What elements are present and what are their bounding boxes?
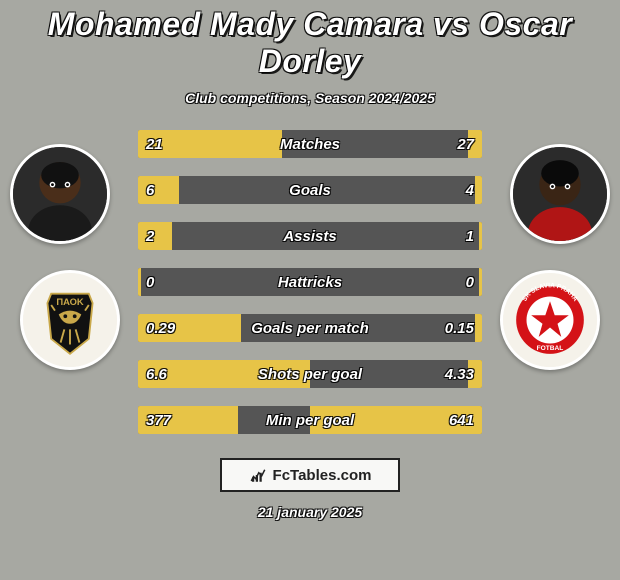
stat-left-value: 6: [146, 182, 154, 199]
right-player-avatar: [510, 144, 610, 244]
svg-text:ΠΑΟΚ: ΠΑΟΚ: [56, 296, 84, 307]
stat-left-value: 0: [146, 274, 154, 291]
bar-right-fill: [479, 222, 482, 250]
person-icon: [13, 147, 107, 241]
stat-row: 64Goals: [138, 176, 482, 204]
bar-track: [138, 222, 482, 250]
stat-row: 21Assists: [138, 222, 482, 250]
stat-left-value: 377: [146, 412, 171, 429]
bar-left-fill: [138, 222, 172, 250]
left-player-avatar: [10, 144, 110, 244]
comparison-infographic: Mohamed Mady Camara vs Oscar Dorley Club…: [0, 0, 620, 580]
subtitle: Club competitions, Season 2024/2025: [0, 90, 620, 106]
footer-site-text: FcTables.com: [273, 467, 372, 484]
bar-right-fill: [475, 176, 482, 204]
right-club-badge: SK SLAVIA PRAHA FOTBAL: [500, 270, 600, 370]
bar-track: [138, 130, 482, 158]
stat-row: 6.64.33Shots per goal: [138, 360, 482, 388]
stat-right-value: 4.33: [445, 366, 474, 383]
stat-left-value: 2: [146, 228, 154, 245]
page-title: Mohamed Mady Camara vs Oscar Dorley: [0, 2, 620, 84]
svg-text:FOTBAL: FOTBAL: [537, 345, 564, 352]
stat-right-value: 0: [466, 274, 474, 291]
content-area: ΠΑΟΚ SK SLAVIA PRAHA FOTBAL 2127: [0, 130, 620, 434]
stat-right-value: 27: [457, 136, 474, 153]
bar-track: [138, 268, 482, 296]
stat-right-value: 1: [466, 228, 474, 245]
stat-row: 0.290.15Goals per match: [138, 314, 482, 342]
stat-right-value: 641: [449, 412, 474, 429]
bar-chart-icon: [249, 466, 267, 484]
date-text: 21 january 2025: [0, 504, 620, 520]
club-crest-icon: SK SLAVIA PRAHA FOTBAL: [503, 273, 597, 367]
bar-right-fill: [475, 314, 482, 342]
bar-track: [138, 314, 482, 342]
stat-row: 377641Min per goal: [138, 406, 482, 434]
stat-left-value: 21: [146, 136, 163, 153]
person-icon: [513, 147, 607, 241]
club-crest-icon: ΠΑΟΚ: [23, 273, 117, 367]
bar-left-fill: [138, 176, 179, 204]
bar-left-fill: [138, 268, 141, 296]
bar-track: [138, 406, 482, 434]
stat-row: 00Hattricks: [138, 268, 482, 296]
stat-right-value: 4: [466, 182, 474, 199]
stat-bars: 2127Matches64Goals21Assists00Hattricks0.…: [138, 130, 482, 434]
footer-attribution: FcTables.com: [220, 458, 400, 492]
left-club-badge: ΠΑΟΚ: [20, 270, 120, 370]
stat-row: 2127Matches: [138, 130, 482, 158]
bar-track: [138, 360, 482, 388]
stat-left-value: 0.29: [146, 320, 175, 337]
stat-right-value: 0.15: [445, 320, 474, 337]
bar-right-fill: [479, 268, 482, 296]
bar-track: [138, 176, 482, 204]
stat-left-value: 6.6: [146, 366, 167, 383]
